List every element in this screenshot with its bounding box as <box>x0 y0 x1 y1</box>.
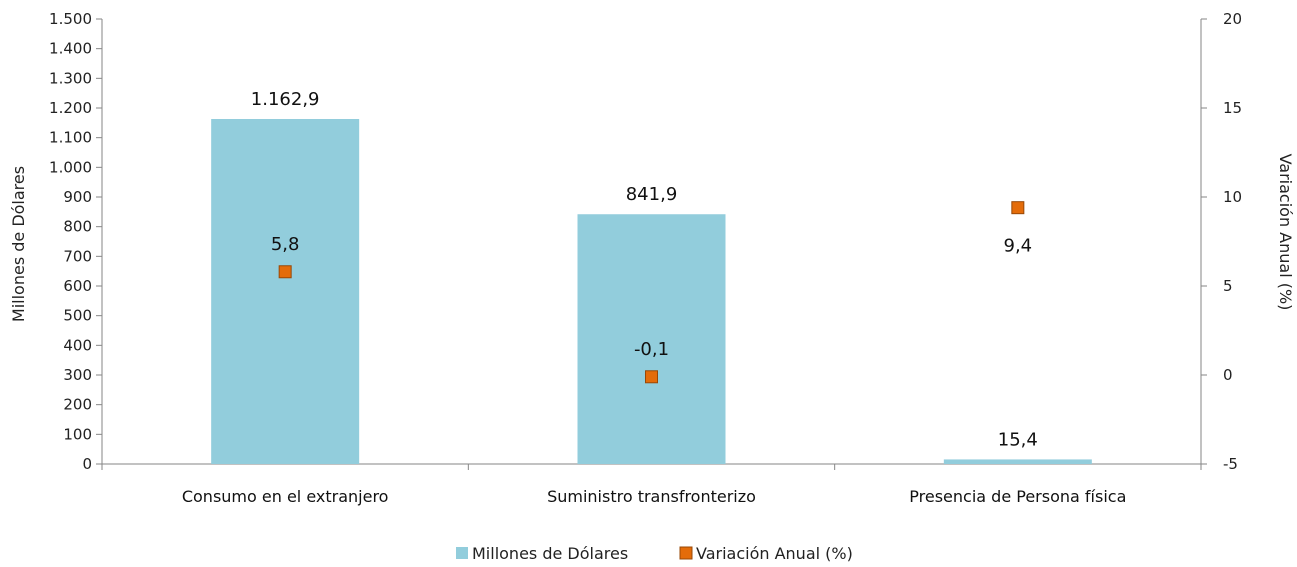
bar-data-label: 841,9 <box>626 184 678 205</box>
data-labels: 1.162,9 841,9 15,4 5,8 -0,1 9,4 <box>251 89 1038 450</box>
y-tick-label: 1.400 <box>49 40 92 58</box>
bar-data-label: 15,4 <box>998 429 1038 450</box>
marker-point <box>645 370 658 384</box>
y-tick-label: 200 <box>63 396 92 414</box>
x-tick-label: Consumo en el extranjero <box>182 487 389 506</box>
y-tick-label: 1.000 <box>49 158 92 176</box>
marker-point <box>1011 201 1025 215</box>
x-tick-label: Presencia de Persona física <box>909 487 1126 506</box>
y2-axis-title: Variación Anual (%) <box>1276 154 1295 311</box>
y-tick-label: 300 <box>63 366 92 384</box>
y2-tick-label: 20 <box>1223 10 1242 28</box>
y-tick-label: 1.300 <box>49 69 92 87</box>
bars <box>211 119 1092 464</box>
marker-point <box>278 265 292 279</box>
marker-data-label: 9,4 <box>1004 236 1033 257</box>
legend-swatch-marker <box>679 546 693 560</box>
y-tick-label: 500 <box>63 307 92 325</box>
legend-swatch-bar <box>456 547 468 559</box>
y2-tick-label: 5 <box>1223 277 1233 295</box>
marker-data-label: 5,8 <box>271 234 300 255</box>
legend-label-bar: Millones de Dólares <box>472 544 628 563</box>
axes: 01002003004005006007008009001.0001.1001.… <box>49 10 1242 506</box>
bar <box>211 119 360 464</box>
y-tick-label: 400 <box>63 336 92 354</box>
y-tick-label: 0 <box>82 455 92 473</box>
y-tick-label: 1.200 <box>49 99 92 117</box>
bar <box>577 214 726 464</box>
y2-tick-label: 0 <box>1223 366 1233 384</box>
y2-tick-label: 15 <box>1223 99 1242 117</box>
bar <box>943 459 1092 464</box>
y-tick-label: 800 <box>63 218 92 236</box>
x-tick-label: Suministro transfronterizo <box>547 487 756 506</box>
bar-data-label: 1.162,9 <box>251 89 320 110</box>
marker-data-label: -0,1 <box>634 339 669 360</box>
y-tick-label: 1.100 <box>49 129 92 147</box>
legend-label-marker: Variación Anual (%) <box>696 544 853 563</box>
y-tick-label: 100 <box>63 425 92 443</box>
y2-tick-label: -5 <box>1223 455 1238 473</box>
legend: Millones de Dólares Variación Anual (%) <box>456 544 853 563</box>
y-axis-title: Millones de Dólares <box>9 166 28 322</box>
y-tick-label: 700 <box>63 247 92 265</box>
y2-tick-label: 10 <box>1223 188 1242 206</box>
markers <box>278 201 1025 384</box>
y-tick-label: 900 <box>63 188 92 206</box>
y-tick-label: 1.500 <box>49 10 92 28</box>
y-tick-label: 600 <box>63 277 92 295</box>
